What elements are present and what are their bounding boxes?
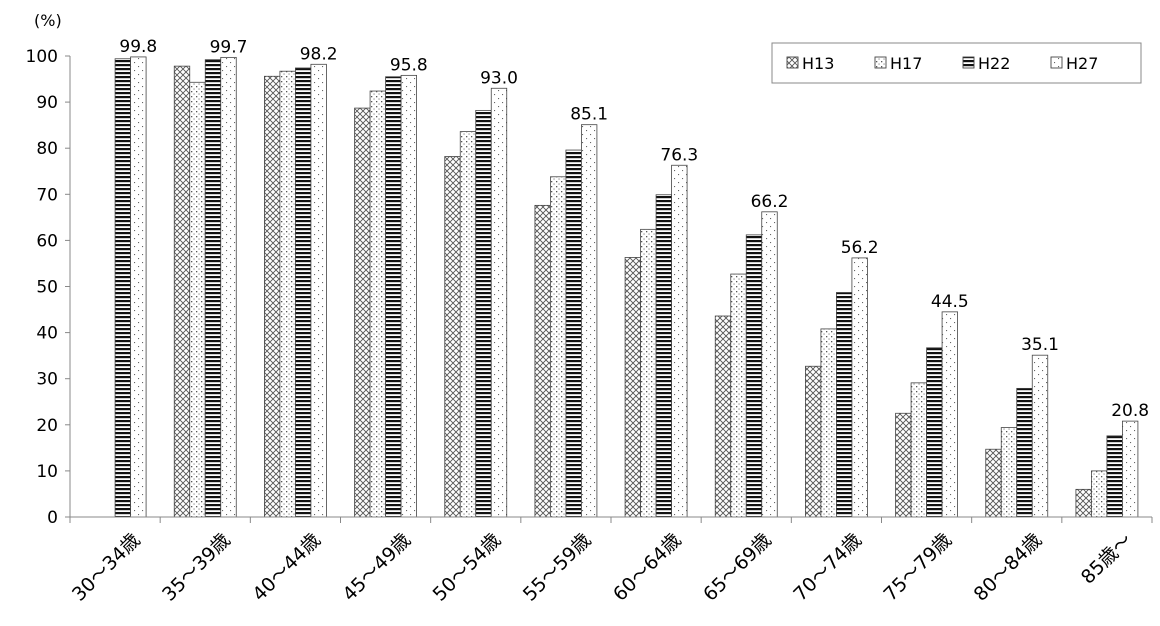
data-labels: 99.8 99.7 98.2 95.8 93.0 85.1 76.3 66.2 56.2 44.5…	[119, 37, 1149, 421]
bar-h17	[910, 382, 927, 518]
bar-h17	[459, 131, 477, 518]
legend-label-h17: H17	[890, 54, 922, 73]
bar-h22	[836, 292, 853, 518]
bar-h13	[805, 365, 822, 518]
bar-h13	[534, 204, 551, 518]
bar-h13	[444, 156, 461, 518]
y-tick-label: 80	[36, 139, 58, 159]
y-tick-label: 40	[36, 324, 58, 344]
data-label: 98.2	[300, 44, 338, 64]
bar-h22	[114, 58, 131, 518]
legend-label-h22: H22	[978, 54, 1010, 73]
data-label: 95.8	[390, 55, 428, 75]
x-category-label: 80～84歳	[970, 529, 1047, 606]
bar-h13	[1075, 488, 1092, 518]
y-tick-label: 10	[36, 462, 58, 482]
data-label: 93.0	[480, 68, 518, 88]
bar-h22	[385, 76, 402, 518]
y-tick-label: 70	[36, 185, 58, 205]
legend: H13 H17 H22 H27	[771, 42, 1142, 84]
bar-h17	[1091, 470, 1108, 518]
bar-h13	[264, 75, 281, 518]
data-label: 44.5	[931, 292, 969, 312]
bar-h22	[1016, 387, 1033, 518]
data-label: 20.8	[1111, 401, 1149, 421]
bar-h27	[130, 56, 147, 518]
x-category-label: 60～64歳	[609, 529, 686, 606]
bar-h17	[820, 328, 837, 518]
bar-h17	[279, 70, 296, 518]
y-unit-label: (%)	[34, 11, 62, 30]
x-category-label: 55～59歳	[519, 529, 596, 606]
legend-swatch-h27	[1050, 56, 1063, 69]
bar-h27	[1031, 354, 1049, 518]
bar-h27	[851, 257, 868, 518]
x-category-label: 65～69歳	[699, 529, 776, 606]
data-label: 85.1	[570, 105, 608, 125]
data-label: 99.8	[119, 37, 157, 57]
bar-h13	[354, 107, 371, 518]
bars	[114, 56, 1139, 518]
bar-h27	[1122, 420, 1139, 518]
data-label: 35.1	[1021, 335, 1059, 355]
bar-h22	[745, 234, 763, 518]
x-category-label: 75～79歳	[879, 529, 956, 606]
y-tick-label: 30	[36, 370, 58, 390]
x-category-label: 40～44歳	[248, 529, 325, 606]
bar-h22	[1106, 435, 1123, 518]
bar-h13	[895, 412, 912, 518]
bar-h22	[565, 149, 582, 518]
data-label: 76.3	[660, 145, 698, 165]
bar-h17	[369, 90, 386, 518]
x-category-label: 30～34歳	[68, 529, 145, 606]
bar-h22	[295, 67, 312, 518]
legend-swatch-h22	[962, 56, 975, 69]
x-category-label: 50～54歳	[429, 529, 506, 606]
data-label: 99.7	[210, 37, 248, 57]
y-tick-label: 90	[36, 93, 58, 113]
legend-swatch-h13	[786, 56, 799, 69]
x-category-label: 45～49歳	[338, 529, 415, 606]
bar-h17	[550, 176, 567, 518]
bar-h27	[941, 311, 958, 518]
x-axis: 30～34歳 35～39歳 40～44歳 45～49歳 50～54歳 55～59歳 60～6…	[68, 516, 1153, 606]
y-tick-label: 0	[47, 508, 58, 528]
legend-label-h13: H13	[802, 54, 834, 73]
bar-h22	[926, 347, 943, 518]
bar-h22	[475, 109, 492, 518]
x-category-label: 70～74歳	[789, 529, 866, 606]
legend-box	[771, 42, 1142, 84]
y-tick-label: 60	[36, 231, 58, 251]
bar-h22	[655, 194, 672, 518]
bar-h27	[400, 74, 417, 518]
x-category-label: 85歳～	[1077, 529, 1137, 589]
bar-h27	[761, 211, 778, 518]
bar-h13	[714, 315, 732, 518]
data-label: 56.2	[841, 238, 879, 258]
x-category-label: 35～39歳	[158, 529, 235, 606]
y-tick-label: 50	[36, 278, 58, 298]
bar-h22	[204, 59, 222, 518]
y-tick-label: 20	[36, 416, 58, 436]
bar-h13	[624, 257, 641, 518]
bar-h13	[985, 448, 1002, 518]
bar-h27	[220, 56, 237, 518]
bar-h13	[173, 65, 191, 518]
bar-h17	[730, 273, 747, 518]
bar-h27	[310, 63, 327, 518]
bar-h17	[640, 228, 657, 518]
data-label: 66.2	[751, 192, 789, 212]
bar-h27	[671, 164, 688, 518]
bar-h17	[189, 81, 206, 518]
bar-h27	[581, 124, 598, 518]
legend-label-h27: H27	[1066, 54, 1098, 73]
bar-h17	[1000, 427, 1018, 518]
y-axis: 0 10 20 30 40 50 60 70 80 90 100	[26, 47, 71, 528]
legend-swatch-h17	[874, 56, 887, 69]
bar-h27	[490, 87, 508, 518]
y-tick-label: 100	[26, 47, 58, 67]
